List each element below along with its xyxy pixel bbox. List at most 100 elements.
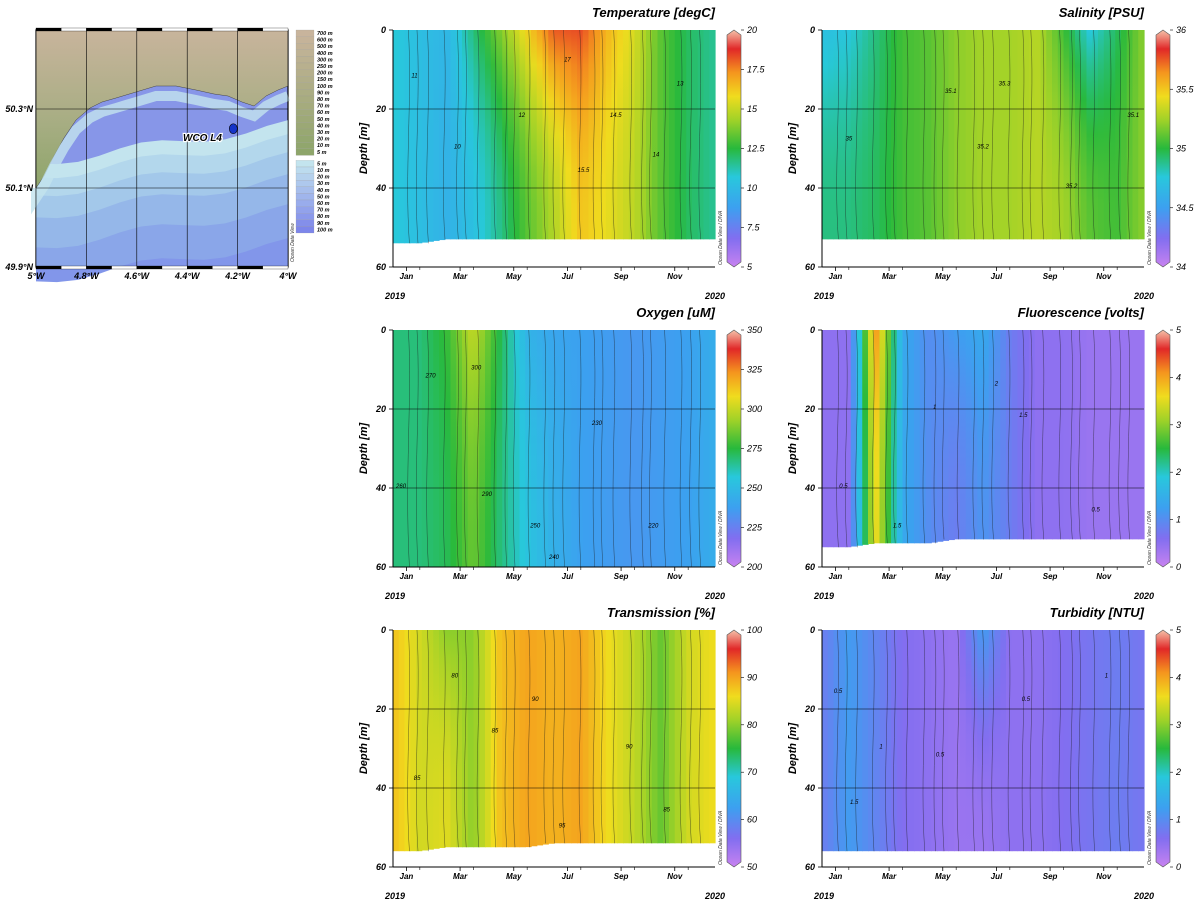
data-column — [1086, 30, 1093, 240]
data-column — [582, 30, 590, 240]
station-dot[interactable] — [229, 123, 238, 135]
colorbar-tick-label: 70 — [747, 767, 757, 777]
contour-line — [464, 29, 467, 240]
data-column — [914, 330, 921, 544]
contour-label: 85 — [414, 776, 421, 782]
data-column — [1092, 630, 1099, 852]
data-column — [421, 30, 429, 243]
legend-swatch-land — [295, 148, 315, 156]
contour-line — [1118, 329, 1121, 540]
contour-line — [663, 329, 666, 568]
data-column — [450, 630, 457, 848]
data-column — [536, 330, 544, 567]
data-column — [937, 330, 944, 542]
legend-swatch-land — [295, 89, 315, 97]
data-column — [1023, 330, 1030, 540]
data-column — [1046, 630, 1053, 852]
data-column — [502, 330, 509, 567]
data-column — [994, 630, 1001, 852]
data-column — [467, 630, 475, 848]
contour-label: 1.5 — [893, 524, 902, 530]
y-tick-label: 40 — [375, 483, 386, 493]
contour-line — [513, 329, 516, 568]
colorbar-tick-label: 10 — [747, 183, 757, 193]
contour-line — [629, 29, 632, 240]
frame-tick — [212, 27, 238, 32]
legend-label-land: 250 m — [316, 64, 333, 70]
data-column — [1080, 630, 1088, 852]
contour-line — [562, 329, 565, 568]
data-column — [1075, 630, 1082, 852]
contour-label: 85 — [663, 808, 670, 814]
contour-line — [504, 29, 508, 240]
map-bathymetry — [31, 29, 290, 283]
data-column — [1057, 330, 1065, 540]
data-column — [845, 30, 852, 240]
data-column — [502, 30, 509, 240]
contour-line — [456, 629, 459, 848]
legend-swatch-sea — [295, 173, 315, 181]
legend-swatch-sea — [295, 219, 315, 227]
data-column — [594, 30, 601, 240]
data-column — [942, 330, 950, 541]
data-column — [971, 330, 978, 540]
data-column — [554, 630, 561, 844]
data-column — [502, 630, 509, 848]
contour-line — [905, 629, 909, 852]
contour-line — [578, 29, 582, 240]
data-column — [994, 30, 1001, 240]
contour-line — [845, 329, 848, 548]
x-tick-label: May — [935, 272, 951, 281]
data-column — [571, 30, 578, 240]
data-column — [421, 330, 429, 567]
data-column — [873, 630, 881, 852]
data-column — [588, 330, 595, 567]
contour-label: 12 — [518, 113, 525, 119]
data-column — [450, 30, 457, 240]
x-tick-label: Jan — [400, 572, 414, 581]
contour-line — [933, 329, 937, 544]
data-column — [833, 330, 840, 548]
colorbar: 5 4 3 2 1 0 — [1155, 325, 1182, 572]
contour-line — [836, 29, 839, 240]
contour-label: 35.1 — [1127, 113, 1139, 119]
contour-line — [504, 629, 508, 848]
colorbar-tick-label: 325 — [747, 365, 763, 375]
contour-line — [689, 629, 692, 844]
contour-line — [552, 29, 556, 240]
legend-label-land: 40 m — [316, 123, 330, 129]
data-column — [942, 30, 950, 240]
legend-label-sea: 30 m — [317, 181, 330, 187]
data-column — [686, 330, 693, 567]
colorbar-tick-label: 1 — [1176, 815, 1181, 825]
contour-line — [1078, 329, 1081, 540]
colorbar-tick-label: 12.5 — [747, 144, 766, 154]
legend-label-land: 700 m — [317, 31, 333, 37]
data-column — [1063, 630, 1070, 852]
data-column — [439, 330, 446, 567]
legend-swatch-sea — [295, 180, 315, 187]
data-column — [914, 30, 921, 240]
legend-swatch-land — [295, 49, 315, 57]
data-column — [845, 330, 852, 548]
contour-line — [981, 29, 985, 240]
data-column — [1132, 630, 1139, 852]
data-column — [971, 30, 978, 240]
data-column — [669, 330, 676, 567]
plot-title: Oxygen [uM] — [636, 305, 715, 320]
data-column — [931, 330, 938, 543]
frame-tick — [262, 265, 289, 270]
station-marker[interactable]: WCO L4 — [182, 123, 238, 145]
data-column — [398, 630, 406, 852]
data-column — [703, 30, 710, 240]
legend-label-land: 30 m — [317, 130, 330, 136]
contour-line — [1041, 329, 1045, 540]
data-column — [1000, 630, 1007, 852]
data-column — [680, 630, 687, 844]
contour-line — [922, 629, 926, 852]
end-year-label: 2020 — [704, 891, 725, 901]
longitude-label: 4.4°W — [174, 271, 201, 281]
legend-swatch-sea — [295, 213, 315, 220]
contour-line — [527, 29, 531, 240]
contour-line — [893, 329, 896, 544]
